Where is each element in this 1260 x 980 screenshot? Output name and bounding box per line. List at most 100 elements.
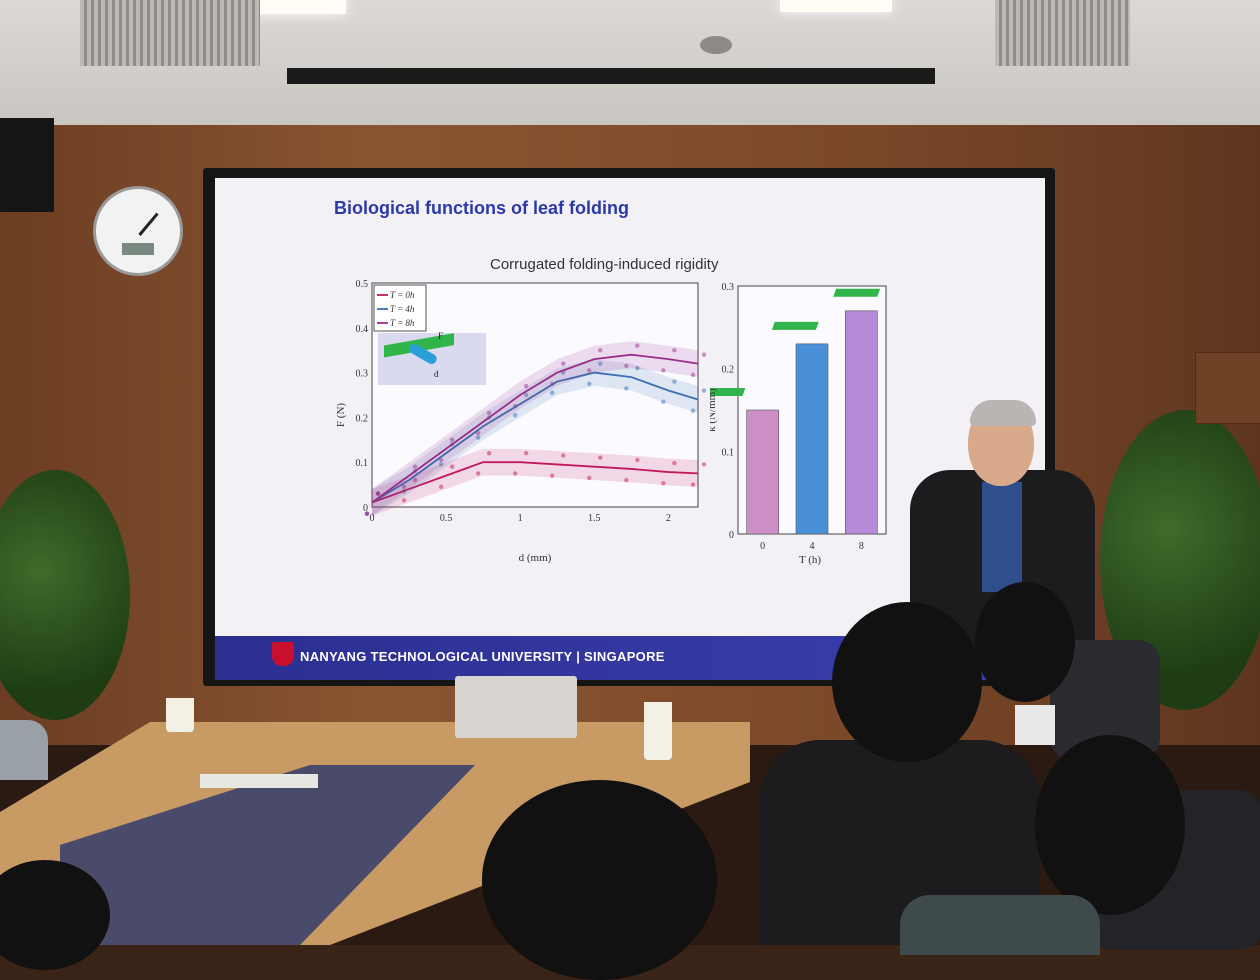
- inset-disp-label: d: [434, 369, 439, 379]
- scatter-point: [672, 348, 677, 353]
- scatter-point: [587, 368, 592, 373]
- scatter-point: [401, 498, 407, 503]
- scatter-point: [690, 408, 696, 413]
- series-band: [372, 359, 698, 516]
- scatter-point: [412, 477, 418, 483]
- y-tick-label: 0.1: [356, 458, 369, 469]
- audience-head: [1035, 735, 1185, 915]
- scatter-point: [523, 392, 529, 398]
- scatter-point: [550, 390, 555, 395]
- slide-title: Biological functions of leaf folding: [334, 198, 629, 218]
- x-tick-label: 4: [810, 541, 815, 552]
- cylinder-icon: [409, 344, 437, 364]
- scatter-point: [449, 437, 455, 442]
- scatter-point: [475, 435, 481, 440]
- scatter-point: [672, 379, 677, 384]
- leaf-icon: [833, 288, 881, 297]
- y-tick-label: 0.2: [356, 413, 369, 424]
- paper-cup: [166, 698, 194, 732]
- scatter-point: [512, 471, 518, 476]
- bar: [845, 310, 878, 535]
- university-name: NANYANG TECHNOLOGICAL UNIVERSITY | SINGA…: [300, 649, 665, 664]
- scatter-point: [598, 361, 603, 366]
- x-axis-label: d (mm): [519, 552, 552, 564]
- scatter-point: [438, 457, 444, 463]
- y-tick-label: 0: [363, 503, 368, 514]
- scatter-point: [523, 451, 529, 456]
- y-tick-label: 0.4: [356, 324, 369, 335]
- force-displacement-chart: 00.10.20.30.40.5 0 0.5 1 1.5 2 d (mm) F (N) …: [335, 279, 707, 564]
- legend-items: T = 0h T = 4h T = 8h: [377, 290, 415, 328]
- speaker: [0, 118, 54, 212]
- scatter-point: [550, 473, 555, 478]
- y-tick-label: 0.3: [722, 282, 735, 293]
- scatter-point: [486, 451, 492, 456]
- series-line: [371, 461, 699, 504]
- y-ticks: 0 0.1 0.2 0.3: [722, 282, 735, 541]
- audience-head: [975, 582, 1075, 702]
- smoke-detector: [700, 36, 732, 54]
- scatter-point: [364, 511, 370, 516]
- scatter-point: [701, 388, 707, 393]
- audience-head: [832, 602, 982, 762]
- laptop: [455, 676, 577, 738]
- scatter-point: [690, 372, 696, 378]
- y-axis-label: F (N): [335, 403, 347, 427]
- scatter-point: [412, 464, 418, 469]
- air-vent: [995, 0, 1130, 66]
- scatter-point: [635, 457, 640, 463]
- scatter-point: [701, 352, 707, 357]
- scatter-point: [561, 453, 566, 458]
- ceiling-slot: [287, 68, 935, 84]
- scatter-point: [401, 484, 407, 490]
- scatter-point: [561, 361, 566, 366]
- scatter-point: [512, 412, 518, 418]
- chart-title: Corrugated folding-induced rigidity: [490, 256, 719, 273]
- stiffness-bar-chart: 0 0.1 0.2 0.3 0 4 8 T (h) k (N/mm): [710, 282, 887, 566]
- leaf-icon: [771, 321, 819, 330]
- legend-label: T = 0h: [390, 290, 415, 300]
- x-ticks: 0 4 8: [760, 541, 864, 552]
- scatter-point: [624, 386, 629, 391]
- ceiling-light: [780, 0, 892, 12]
- clock-display: [122, 243, 154, 255]
- clock-hand: [138, 212, 159, 236]
- x-tick-label: 1.5: [588, 513, 601, 524]
- x-tick-label: 0: [760, 541, 765, 552]
- scatter-point: [475, 471, 481, 476]
- scatter-point: [375, 491, 381, 496]
- x-tick-label: 1: [518, 513, 523, 524]
- presenter-hair: [970, 400, 1036, 426]
- leaf-icon: [710, 388, 746, 396]
- series-line: [371, 371, 699, 504]
- audience-collar: [1015, 705, 1055, 745]
- y-tick-label: 0.3: [356, 369, 369, 380]
- presenter-shirt: [982, 482, 1022, 592]
- wall-panel: [1195, 352, 1260, 424]
- y-tick-label: 0: [729, 530, 734, 541]
- scatter-point: [598, 348, 603, 353]
- scatter-point: [701, 462, 707, 467]
- x-ticks: 0 0.5 1 1.5 2: [370, 513, 671, 524]
- audience-member: [900, 895, 1100, 955]
- scatter-point: [661, 368, 666, 373]
- x-tick-label: 0.5: [440, 513, 453, 524]
- legend-label: T = 8h: [390, 318, 415, 328]
- scatter-point: [661, 399, 666, 404]
- bar: [795, 343, 829, 535]
- series-band: [372, 448, 698, 516]
- power-strip: [200, 774, 318, 788]
- y-tick-label: 0.1: [722, 447, 735, 458]
- x-tick-label: 8: [859, 541, 864, 552]
- scatter-point: [587, 381, 592, 386]
- series-line: [371, 353, 699, 504]
- paper-cup: [644, 702, 672, 760]
- scatter-point: [438, 484, 444, 490]
- wall-clock: [93, 186, 183, 276]
- scatter-points: [364, 343, 707, 516]
- x-axis-label: T (h): [799, 554, 821, 566]
- y-ticks: 0 0.1 0.2 0.3 0.4 0.5: [356, 279, 369, 514]
- x-tick-label: 0: [370, 513, 375, 524]
- bar: [746, 409, 779, 535]
- potted-plant: [0, 470, 130, 720]
